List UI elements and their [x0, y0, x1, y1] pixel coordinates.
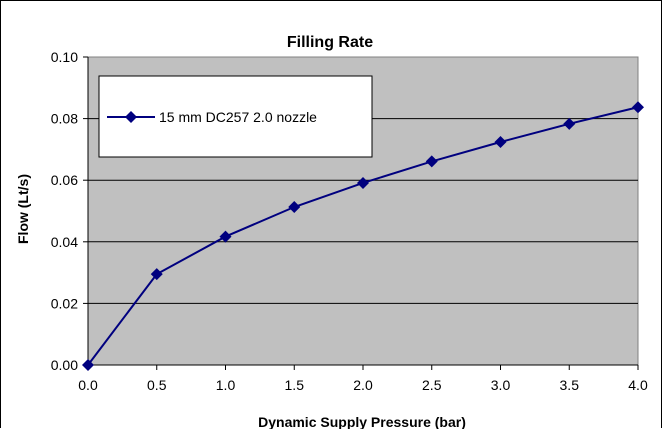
x-tick-label: 3.5: [560, 377, 580, 393]
data-point-marker: [632, 101, 644, 114]
legend-label: 15 mm DC257 2.0 nozzle: [159, 109, 317, 125]
series-layer: [82, 101, 644, 371]
y-axis-title: Flow (Lt/s): [15, 174, 31, 244]
y-tick-label: 0.02: [51, 295, 78, 311]
data-point-marker: [494, 136, 507, 149]
x-tick-label: 2.5: [422, 377, 442, 393]
y-tick-label: 0.00: [51, 357, 78, 373]
axes: [83, 56, 639, 370]
chart-title: Filling Rate: [287, 34, 373, 51]
data-point-marker: [425, 155, 438, 168]
x-tick-label: 0.5: [147, 377, 167, 393]
y-tick-labels: 0.00 0.02 0.04 0.06 0.08 0.10: [51, 49, 78, 373]
legend: 15 mm DC257 2.0 nozzle: [98, 75, 373, 158]
y-tick-label: 0.08: [51, 111, 78, 127]
legend-marker: [125, 111, 137, 123]
data-point-marker: [82, 359, 94, 371]
x-tick-label: 1.0: [216, 377, 236, 393]
x-tick-label: 0.0: [78, 377, 98, 393]
y-tick-label: 0.06: [51, 172, 78, 188]
x-tick-label: 4.0: [628, 377, 648, 393]
data-point-marker: [288, 200, 301, 213]
data-point-marker: [357, 176, 369, 189]
data-point-marker: [563, 117, 576, 130]
x-tick-label: 3.0: [491, 377, 511, 393]
x-tick-label: 1.5: [285, 377, 305, 393]
x-axis-title: Dynamic Supply Pressure (bar): [258, 414, 466, 429]
x-tick-labels: 0.0 0.5 1.0 1.5 2.0 2.5 3.0 3.5 4.0: [78, 377, 648, 393]
x-tick-label: 2.0: [353, 377, 373, 393]
y-tick-label: 0.04: [51, 234, 78, 250]
data-point-marker: [219, 230, 232, 243]
data-point-marker: [150, 268, 163, 281]
y-tick-label: 0.10: [51, 49, 78, 65]
